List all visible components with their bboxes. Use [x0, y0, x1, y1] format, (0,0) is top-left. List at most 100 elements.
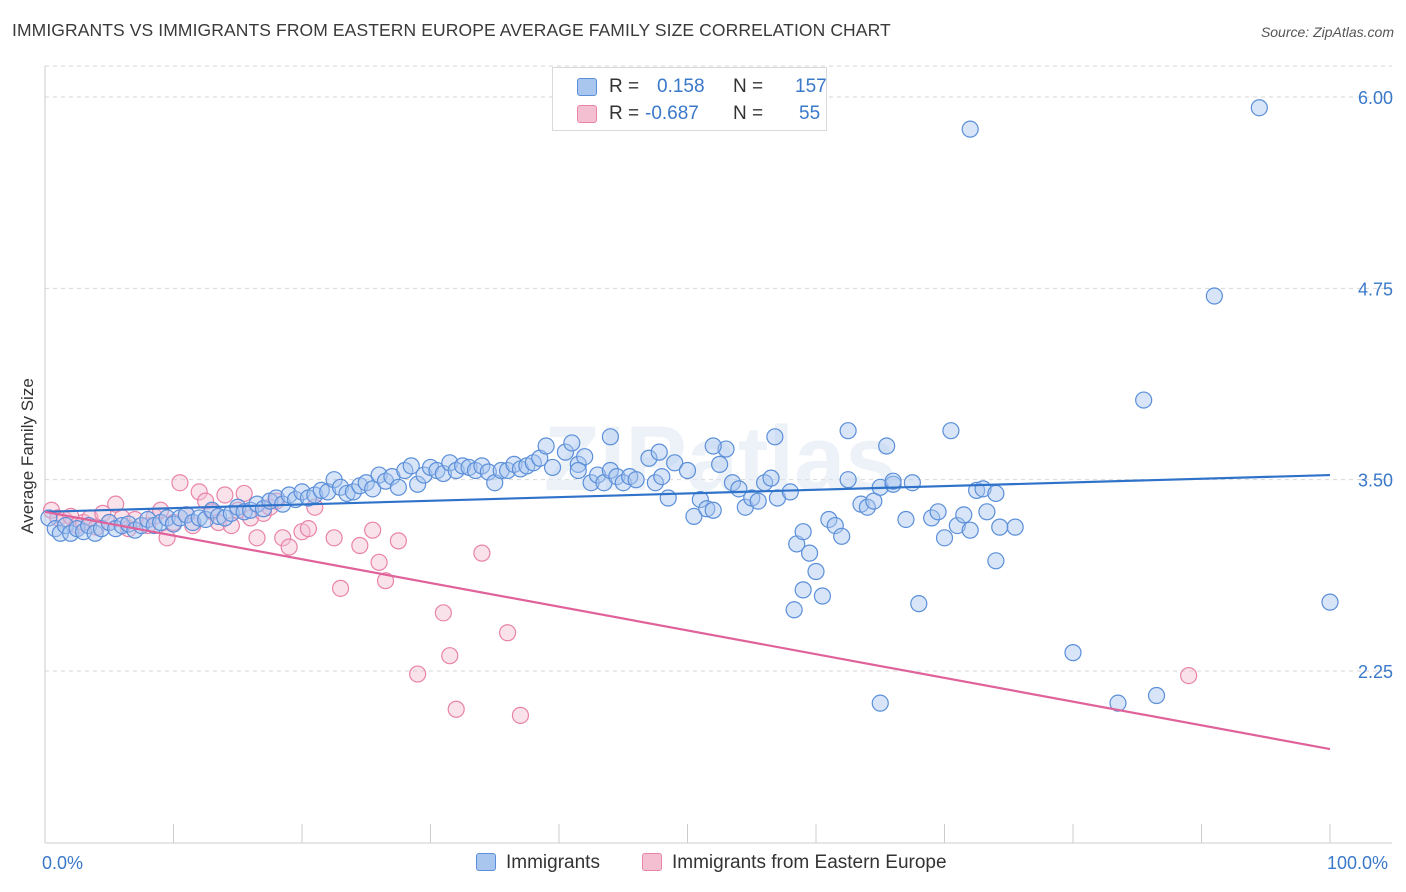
point-immigrants	[978, 503, 996, 521]
point-immigrants	[833, 527, 851, 545]
point-immigrants	[563, 434, 581, 452]
point-immigrants	[222, 504, 240, 522]
point-immigrants	[785, 601, 803, 619]
point-immigrants	[479, 463, 497, 481]
point-immigrants	[1321, 593, 1339, 611]
point-eastern-europe	[216, 486, 234, 504]
point-immigrants	[935, 529, 954, 547]
y-axis-label: Average Family Size	[18, 378, 37, 534]
point-immigrants	[942, 422, 960, 440]
point-immigrants	[704, 437, 722, 455]
point-immigrants	[987, 484, 1005, 503]
point-immigrants	[646, 474, 664, 492]
point-eastern-europe	[370, 553, 388, 571]
point-eastern-europe	[197, 492, 215, 510]
legend-swatch-blue	[577, 78, 597, 96]
source-credit: Source: ZipAtlas.com	[1260, 24, 1394, 40]
point-immigrants	[1135, 391, 1153, 409]
point-eastern-europe	[331, 579, 350, 597]
point-immigrants	[389, 478, 407, 496]
legend-r-label: R =	[609, 76, 640, 97]
point-immigrants	[454, 457, 472, 475]
point-immigrants	[1006, 518, 1024, 536]
point-immigrants	[1147, 686, 1166, 705]
point-immigrants	[537, 437, 555, 455]
point-immigrants	[164, 515, 183, 533]
point-immigrants	[402, 457, 420, 475]
point-immigrants	[723, 474, 742, 492]
point-immigrants	[987, 552, 1005, 570]
bottom-legend-immigrants: Immigrants	[476, 852, 600, 874]
point-immigrants	[293, 483, 311, 501]
point-immigrants	[698, 500, 716, 518]
point-immigrants	[878, 437, 896, 455]
point-eastern-europe	[280, 538, 298, 556]
point-immigrants	[961, 120, 979, 138]
point-eastern-europe	[434, 604, 452, 622]
point-immigrants	[139, 510, 157, 529]
trend-lines	[44, 473, 1331, 751]
point-immigrants	[794, 581, 812, 599]
point-immigrants	[858, 498, 877, 516]
correlation-legend: R = 0.158 N = 157 R = -0.687 N = 55	[552, 67, 827, 131]
x-tick-min: 0.0%	[42, 853, 84, 873]
point-eastern-europe	[107, 495, 125, 513]
bottom-legend-label: Immigrants	[506, 852, 600, 873]
point-immigrants	[897, 510, 915, 529]
bottom-legend-swatch-blue	[476, 853, 496, 871]
point-eastern-europe	[1180, 666, 1198, 685]
point-immigrants	[601, 461, 620, 480]
point-immigrants	[659, 489, 677, 507]
point-immigrants	[781, 483, 799, 501]
bottom-legend-eastern-europe: Immigrants from Eastern Europe	[642, 852, 947, 874]
point-immigrants	[923, 509, 941, 527]
trend-line-eastern-europe	[44, 510, 1331, 751]
legend-swatch-pink	[577, 105, 597, 123]
legend-n-label: N =	[733, 76, 764, 97]
point-immigrants	[653, 468, 671, 486]
point-immigrants	[903, 474, 921, 492]
chart-title: IMMIGRANTS VS IMMIGRANTS FROM EASTERN EU…	[12, 20, 891, 40]
point-immigrants	[434, 464, 452, 483]
point-eastern-europe	[364, 521, 382, 539]
bottom-legend-label: Immigrants from Eastern Europe	[672, 852, 947, 873]
point-eastern-europe	[190, 483, 208, 501]
point-immigrants	[839, 422, 857, 440]
y-tick-label: 4.75	[1358, 279, 1393, 299]
y-tick-label: 3.50	[1358, 471, 1393, 491]
point-eastern-europe	[511, 706, 530, 724]
point-immigrants	[865, 492, 883, 510]
point-eastern-europe	[235, 484, 253, 503]
point-immigrants	[807, 562, 825, 581]
point-immigrants	[948, 516, 966, 535]
point-eastern-europe	[376, 572, 395, 590]
y-tick-label: 2.25	[1358, 662, 1393, 682]
trend-line-immigrants	[44, 473, 1331, 513]
point-immigrants	[364, 480, 382, 498]
legend-r-label: R =	[609, 103, 640, 124]
y-tick-label: 6.00	[1358, 88, 1393, 108]
point-immigrants	[800, 544, 819, 562]
grid-lines	[45, 65, 1392, 672]
point-immigrants	[691, 490, 709, 509]
point-immigrants	[826, 516, 844, 535]
point-immigrants	[357, 474, 375, 492]
point-eastern-europe	[389, 532, 407, 550]
point-eastern-europe	[248, 529, 266, 547]
point-eastern-europe	[274, 529, 292, 547]
point-immigrants	[331, 478, 350, 496]
point-eastern-europe	[409, 665, 427, 683]
point-immigrants	[409, 475, 427, 493]
point-immigrants	[794, 523, 812, 541]
point-immigrants	[473, 457, 491, 475]
point-immigrants	[711, 455, 729, 473]
point-eastern-europe	[325, 529, 343, 547]
point-immigrants	[235, 503, 253, 521]
legend-r-value: 0.158	[657, 76, 705, 97]
legend-r-value: -0.687	[645, 103, 699, 124]
point-immigrants	[1250, 99, 1268, 117]
point-immigrants	[197, 510, 215, 529]
point-immigrants	[576, 448, 594, 466]
point-immigrants	[955, 506, 973, 524]
